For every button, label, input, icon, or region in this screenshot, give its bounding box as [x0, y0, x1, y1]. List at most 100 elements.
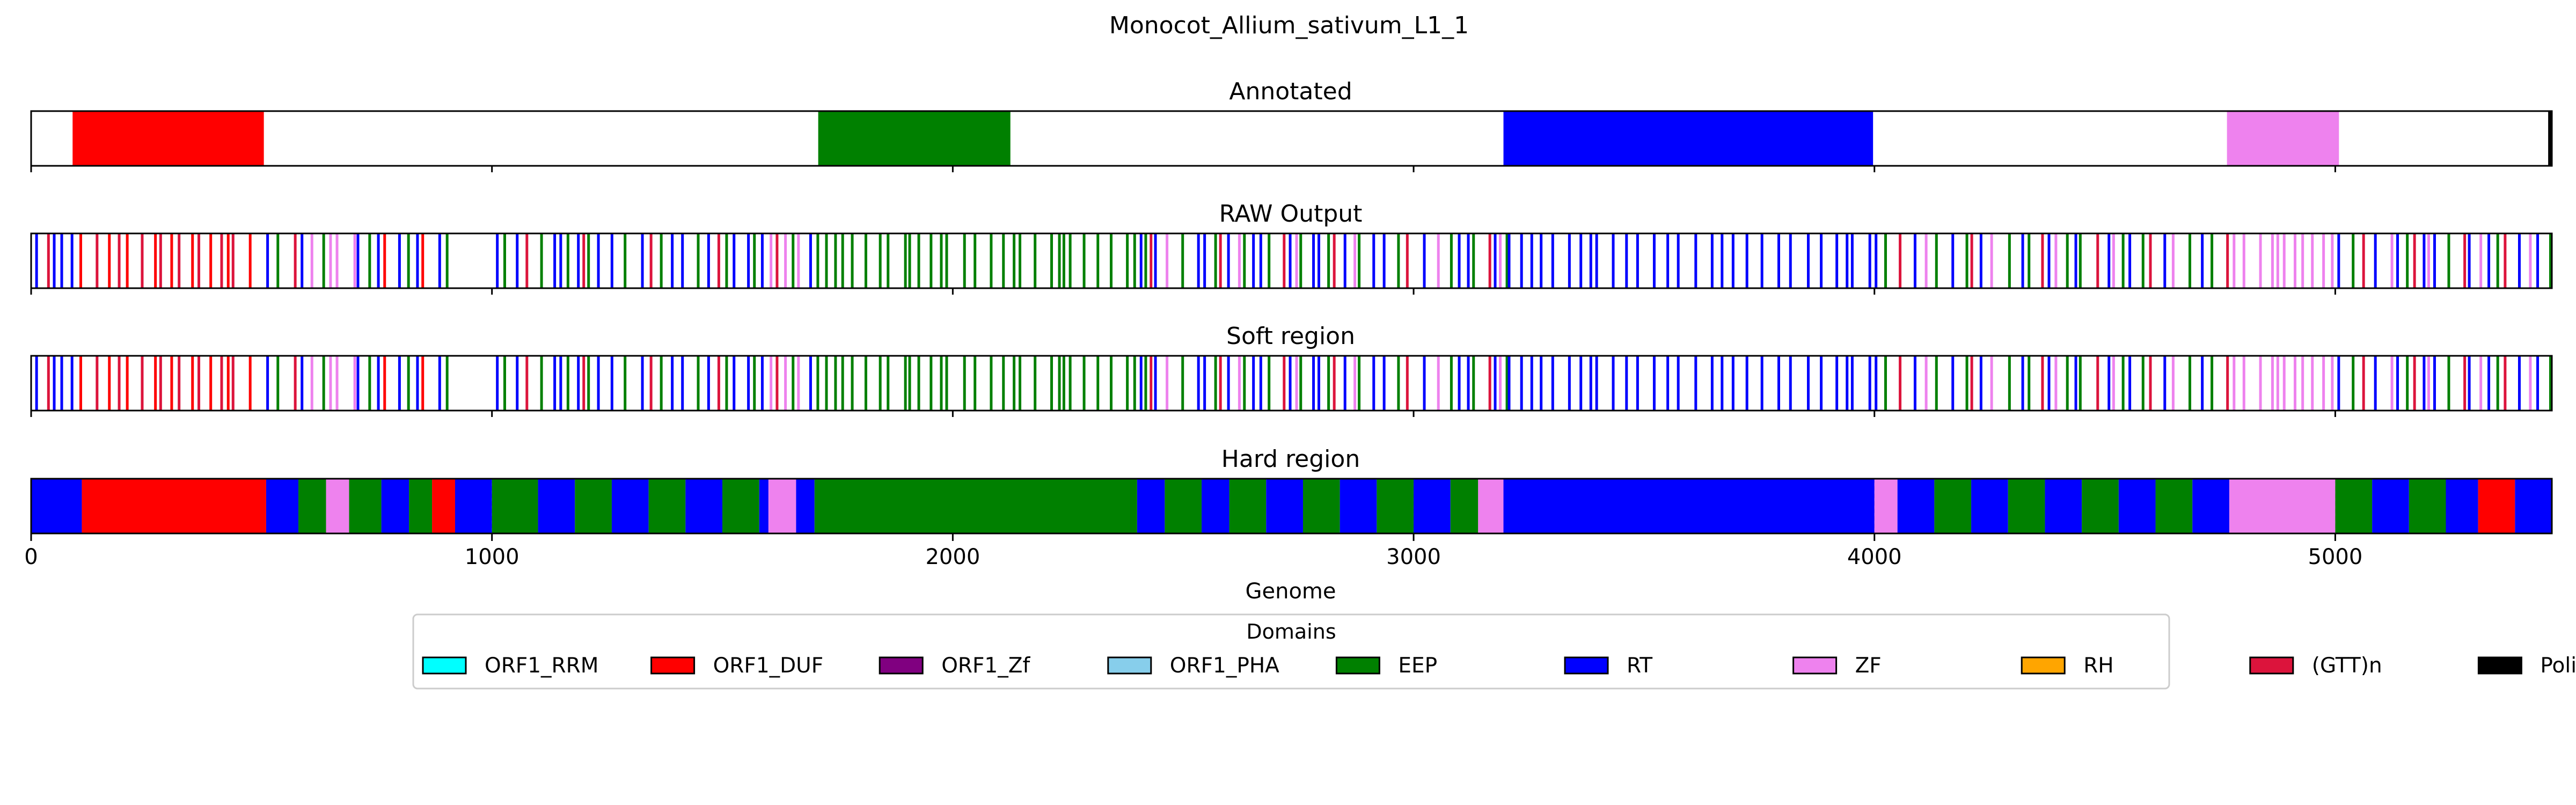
- domain-hit-eep: [2406, 233, 2409, 288]
- domain-hit-rt: [733, 233, 736, 288]
- domain-hit-rt: [53, 356, 56, 411]
- domain-hit-rt: [1789, 356, 1792, 411]
- domain-hit-rt: [1636, 233, 1639, 288]
- domain-hit-rt: [1731, 356, 1735, 411]
- domain-segment-zf: [768, 479, 796, 533]
- domain-segment-rt: [1137, 479, 1165, 533]
- domain-hit-rt: [2337, 356, 2340, 411]
- domain-hit-rt: [60, 233, 63, 288]
- domain-hit-rt: [1760, 233, 1763, 288]
- domain-hit-rt: [1227, 233, 1230, 288]
- domain-segment-eep: [2409, 479, 2446, 533]
- domain-hit-eep: [816, 356, 819, 411]
- domain-hit-zf: [335, 233, 339, 288]
- domain-hit-rt: [1677, 356, 1680, 411]
- domain-segment-rt: [2192, 479, 2229, 533]
- domain-hit-rt: [70, 356, 74, 411]
- track-frame: [30, 110, 2553, 167]
- domain-hit-rt: [1530, 233, 1533, 288]
- domain-hit-zf: [1238, 233, 1241, 288]
- domain-segment-rt: [266, 479, 299, 533]
- domain-hit-gtt-n: [2226, 233, 2229, 288]
- domain-hit-rt: [1835, 233, 1839, 288]
- domain-hit-eep: [904, 233, 907, 288]
- domain-hit-eep: [2447, 233, 2450, 288]
- domain-hit-rt: [681, 233, 684, 288]
- domain-hit-rt: [2107, 233, 2111, 288]
- domain-segment-eep: [492, 479, 538, 533]
- domain-hit-eep: [2352, 356, 2355, 411]
- domain-hit-orf1-duf: [170, 356, 173, 411]
- domain-hit-zf: [784, 233, 787, 288]
- domain-hit-rt: [559, 233, 562, 288]
- domain-hit-zf: [2311, 356, 2314, 411]
- domain-hit-eep: [1096, 356, 1100, 411]
- domain-hit-gtt-n: [775, 356, 779, 411]
- domain-hit-rt: [707, 356, 710, 411]
- domain-hit-orf1-duf: [79, 356, 82, 411]
- domain-hit-eep: [1002, 233, 1005, 288]
- domain-hit-eep: [1243, 233, 1246, 288]
- domain-hit-eep: [1397, 233, 1400, 288]
- domain-hit-zf: [1166, 356, 1169, 411]
- domain-hit-rt: [1318, 356, 1321, 411]
- domain-hit-eep: [1069, 356, 1072, 411]
- domain-hit-gtt-n: [159, 233, 162, 288]
- domain-hit-gtt-n: [197, 233, 201, 288]
- domain-hit-rt: [1197, 233, 1200, 288]
- domain-hit-rt: [2163, 356, 2167, 411]
- domain-hit-rt: [70, 233, 74, 288]
- domain-hit-rt: [1318, 233, 1321, 288]
- domain-hit-rt: [416, 356, 419, 411]
- domain-hit-eep: [566, 233, 569, 288]
- domain-hit-eep: [1050, 233, 1053, 288]
- domain-segment-orf1-duf: [2478, 479, 2515, 533]
- legend-swatch: [2249, 656, 2294, 675]
- domain-hit-rt: [496, 356, 499, 411]
- domain-hit-rt: [35, 233, 38, 288]
- domain-hit-gtt-n: [717, 233, 720, 288]
- legend: Domains ORF1_RRM ORF1_DUF ORF1_Zf ORF1_PHA EE…: [412, 613, 2576, 690]
- domain-hit-eep: [1069, 233, 1072, 288]
- domain-hit-gtt-n: [47, 233, 50, 288]
- legend-label: ORF1_Zf: [941, 654, 1030, 678]
- domain-hit-eep: [908, 233, 911, 288]
- domain-hit-orf1-duf: [191, 356, 194, 411]
- domain-hit-eep: [1884, 233, 1887, 288]
- domain-hit-zf: [2112, 356, 2115, 411]
- legend-item-rt: RT: [1564, 654, 1652, 678]
- domain-hit-gtt-n: [1333, 356, 1336, 411]
- domain-hit-eep: [879, 233, 882, 288]
- domain-hit-eep: [908, 356, 911, 411]
- domain-hit-gtt-n: [1899, 233, 1902, 288]
- domain-hit-eep: [851, 356, 854, 411]
- domain-segment-eep: [1165, 479, 1202, 533]
- domain-hit-eep: [945, 356, 948, 411]
- domain-hit-zf: [2259, 233, 2262, 288]
- domain-hit-gtt-n: [294, 233, 297, 288]
- domain-hit-rt: [760, 233, 764, 288]
- domain-hit-gtt-n: [2096, 233, 2099, 288]
- domain-hit-rt: [1579, 356, 1583, 411]
- domain-hit-rt: [809, 356, 812, 411]
- legend-label: RT: [1627, 654, 1652, 678]
- domain-hit-orf1-duf: [126, 356, 129, 411]
- domain-hit-gtt-n: [141, 356, 144, 411]
- domain-hit-rt: [1423, 233, 1426, 288]
- domain-hit-orf1-duf: [226, 356, 230, 411]
- domain-hit-rt: [559, 356, 562, 411]
- domain-hit-rt: [1694, 233, 1697, 288]
- track-title: Soft region: [1226, 323, 1355, 350]
- domain-hit-rt: [2536, 233, 2540, 288]
- domain-hit-zf: [310, 233, 313, 288]
- domain-hit-eep: [2008, 233, 2011, 288]
- domain-hit-rt: [2047, 356, 2051, 411]
- domain-hit-rt: [2518, 356, 2521, 411]
- domain-hit-eep: [1397, 356, 1400, 411]
- domain-hit-gtt-n: [775, 233, 779, 288]
- legend-swatch: [1564, 656, 1609, 675]
- domain-hit-eep: [940, 233, 943, 288]
- domain-hit-rt: [1343, 356, 1346, 411]
- domain-hit-rt: [1520, 356, 1523, 411]
- domain-hit-orf1-duf: [421, 356, 425, 411]
